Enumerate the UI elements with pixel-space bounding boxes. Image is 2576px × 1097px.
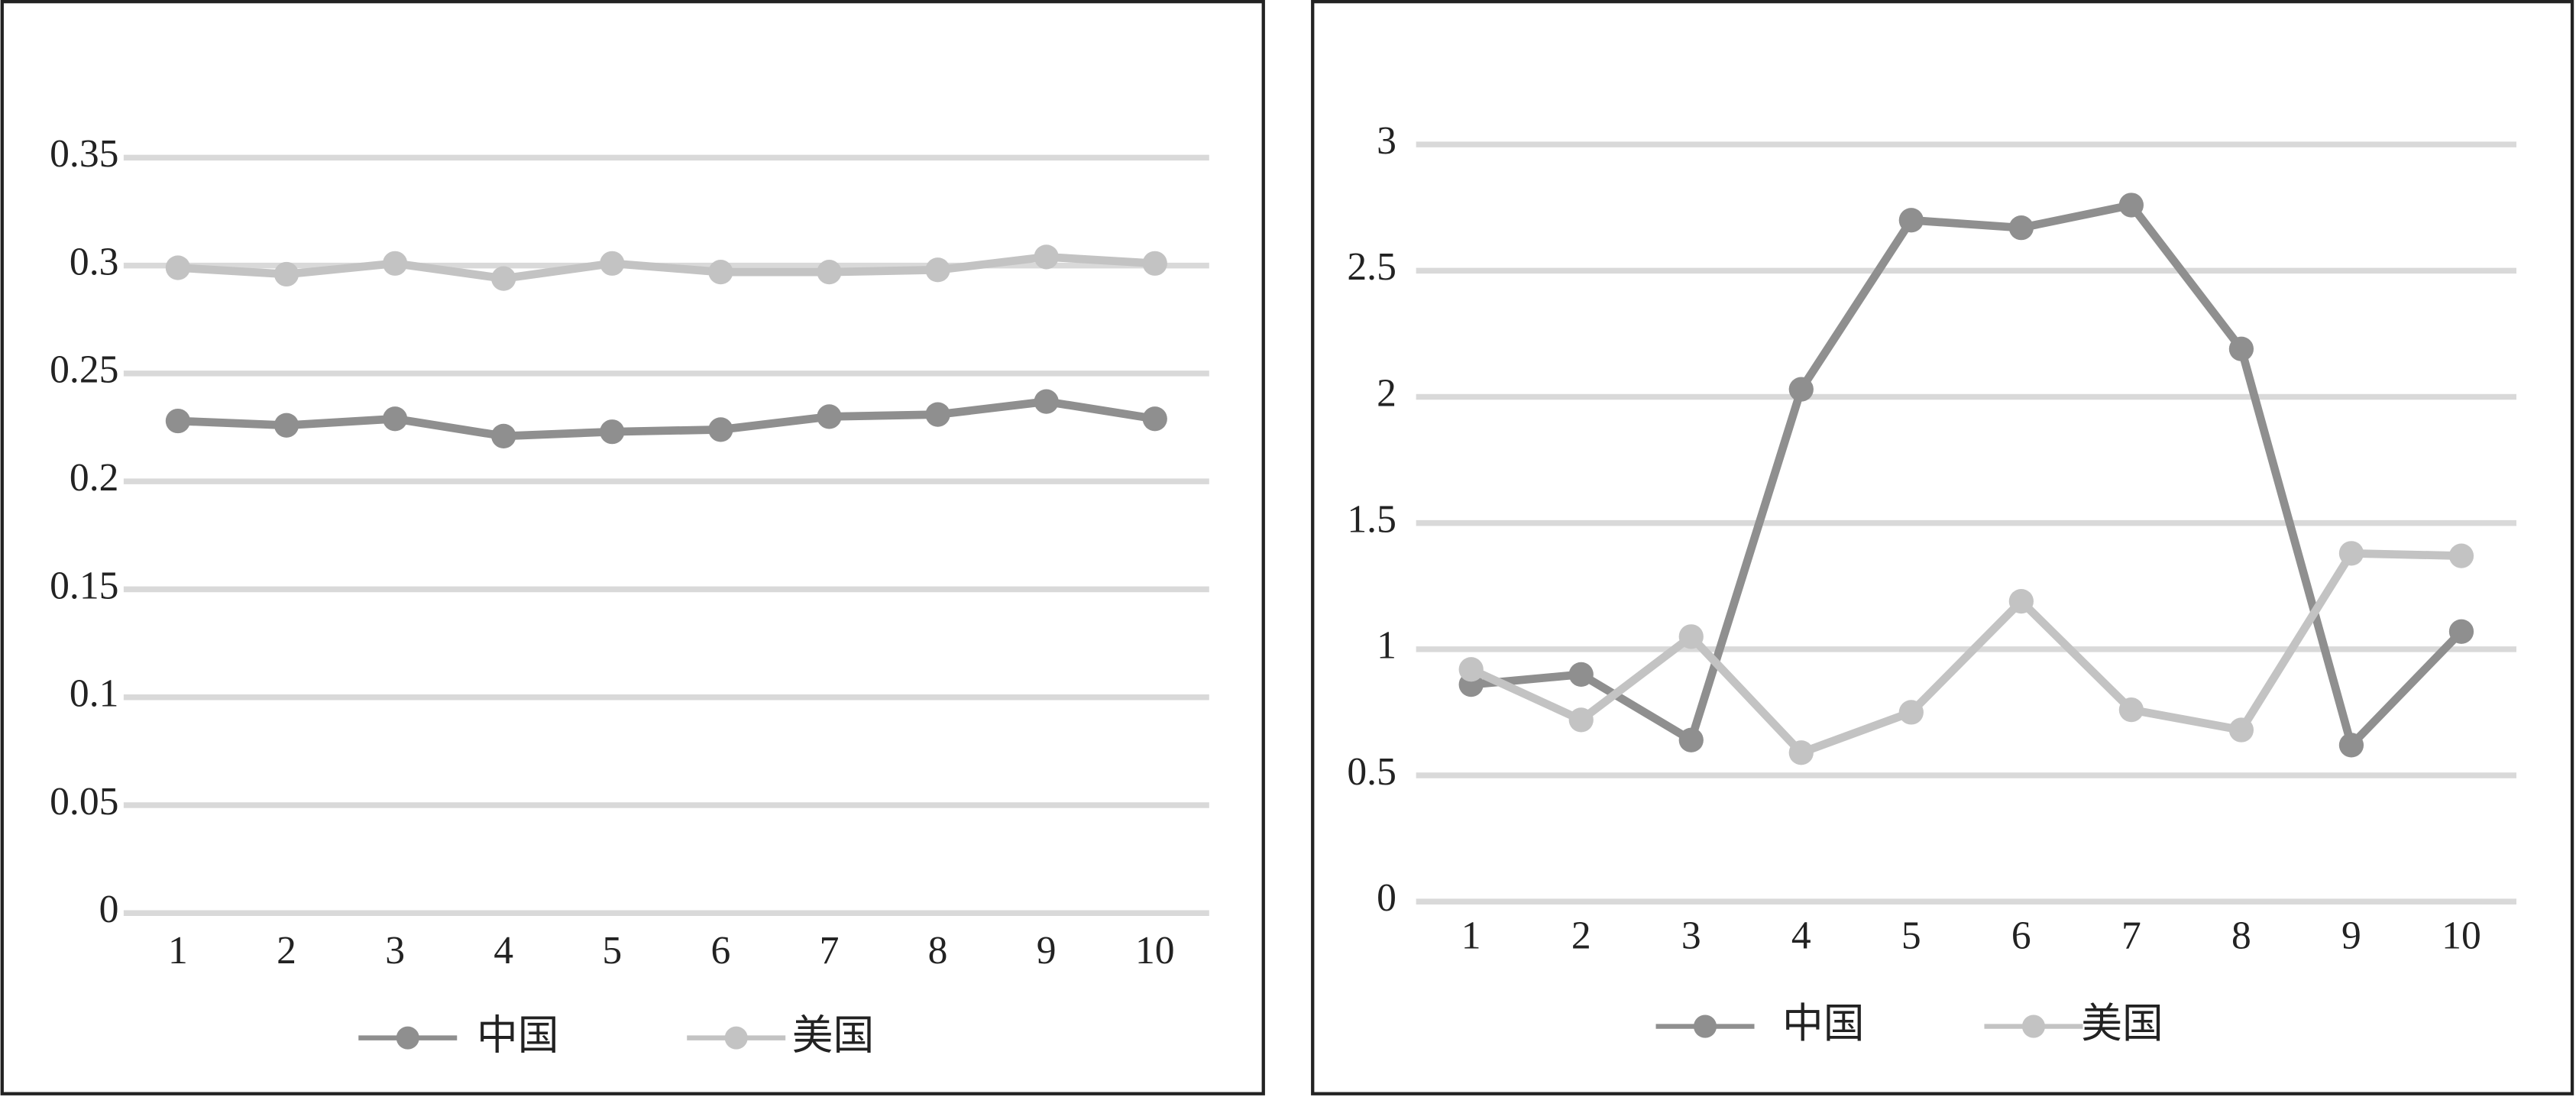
data-point: [382, 251, 408, 276]
legend-label: 中国: [477, 1011, 558, 1059]
series-line: [177, 252, 1156, 283]
data-point: [1142, 406, 1167, 432]
legend-label: 中国: [1782, 999, 1864, 1047]
data-point: [2448, 543, 2474, 568]
series-line: [177, 397, 1156, 441]
x-tick-label: 5: [1901, 914, 1921, 957]
x-tick-label: 1: [168, 929, 188, 972]
x-tick-label: 10: [2442, 914, 2481, 957]
y-tick-label: 0: [1377, 876, 1396, 920]
panel-frame: [0, 0, 1265, 1095]
data-point: [2228, 336, 2254, 361]
data-point: [600, 251, 625, 276]
y-tick-label: 0.5: [1347, 750, 1396, 794]
x-tick-label: 4: [1791, 914, 1811, 957]
data-point: [600, 419, 625, 445]
x-tick-label: 5: [602, 929, 622, 972]
y-tick-label: 2: [1377, 371, 1396, 415]
x-tick-label: 1: [1461, 914, 1481, 957]
data-point: [2118, 193, 2144, 218]
data-point: [1678, 624, 1704, 649]
panel-frame: [1311, 0, 2574, 1095]
x-tick-label: 2: [1571, 914, 1591, 957]
y-tick-label: 0: [99, 888, 119, 931]
data-point: [2338, 733, 2364, 758]
data-point: [2228, 717, 2254, 743]
x-tick-label: 9: [1037, 929, 1057, 972]
y-tick-label: 0.15: [50, 564, 118, 607]
legend-marker: [2021, 1014, 2046, 1038]
x-tick-label: 2: [277, 929, 296, 972]
data-point: [2008, 588, 2034, 614]
data-point: [817, 404, 842, 429]
data-point: [817, 259, 842, 285]
x-tick-label: 3: [1681, 914, 1701, 957]
data-point: [1678, 727, 1704, 752]
data-point: [1898, 700, 1924, 725]
data-point: [1034, 389, 1059, 414]
data-point: [1142, 251, 1167, 276]
x-tick-label: 4: [494, 929, 513, 972]
data-point: [925, 257, 950, 283]
data-point: [1788, 377, 1814, 402]
data-point: [1568, 662, 1594, 688]
y-tick-label: 1: [1377, 624, 1396, 668]
series-line: [1471, 201, 2464, 749]
data-point: [1898, 208, 1924, 233]
x-tick-label: 10: [1135, 929, 1175, 972]
x-tick-label: 8: [928, 929, 948, 972]
data-point: [2338, 541, 2364, 566]
y-tick-label: 3: [1377, 119, 1396, 163]
data-point: [491, 423, 516, 448]
x-tick-label: 7: [820, 929, 840, 972]
x-tick-label: 6: [2011, 914, 2031, 957]
data-point: [273, 413, 299, 438]
data-point: [1788, 740, 1814, 765]
series-line: [1469, 548, 2462, 757]
x-tick-label: 7: [2121, 914, 2141, 957]
legend-label: 美国: [792, 1011, 874, 1059]
data-point: [2448, 619, 2474, 644]
data-point: [1568, 707, 1594, 733]
data-point: [2008, 215, 2034, 241]
data-point: [708, 417, 733, 442]
y-tick-label: 1.5: [1347, 498, 1396, 542]
y-tick-label: 0.05: [50, 780, 118, 824]
data-point: [273, 261, 299, 287]
legend-marker: [396, 1026, 419, 1050]
legend-label: 美国: [2081, 999, 2163, 1047]
data-point: [1458, 657, 1484, 682]
data-point: [2118, 697, 2144, 723]
data-point: [925, 402, 950, 427]
data-point: [382, 406, 408, 432]
y-tick-label: 0.25: [50, 348, 118, 392]
y-tick-label: 0.35: [50, 132, 118, 176]
x-tick-label: 3: [385, 929, 405, 972]
data-point: [708, 259, 733, 285]
data-point: [1034, 244, 1059, 270]
data-point: [491, 266, 516, 291]
x-tick-label: 6: [710, 929, 730, 972]
y-tick-label: 0.2: [70, 456, 118, 500]
legend-marker: [1693, 1014, 1717, 1038]
data-point: [165, 255, 191, 280]
x-tick-label: 9: [2341, 914, 2361, 957]
x-tick-label: 8: [2231, 914, 2251, 957]
legend-marker: [724, 1026, 748, 1050]
data-point: [165, 408, 191, 434]
y-tick-label: 0.3: [70, 240, 118, 283]
y-tick-label: 0.1: [70, 672, 118, 716]
y-tick-label: 2.5: [1347, 245, 1396, 289]
